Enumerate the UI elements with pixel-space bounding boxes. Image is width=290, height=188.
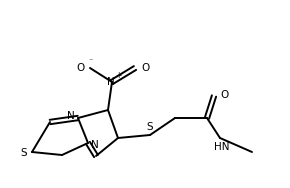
Text: N: N	[107, 77, 115, 87]
Text: ⁻: ⁻	[89, 57, 93, 65]
Text: S: S	[147, 122, 153, 132]
Text: N: N	[91, 140, 99, 150]
Text: S: S	[20, 148, 27, 158]
Text: HN: HN	[214, 142, 230, 152]
Text: O: O	[220, 90, 228, 100]
Text: O: O	[77, 63, 85, 73]
Text: O: O	[141, 63, 149, 73]
Text: N: N	[67, 111, 75, 121]
Text: +: +	[115, 71, 121, 80]
